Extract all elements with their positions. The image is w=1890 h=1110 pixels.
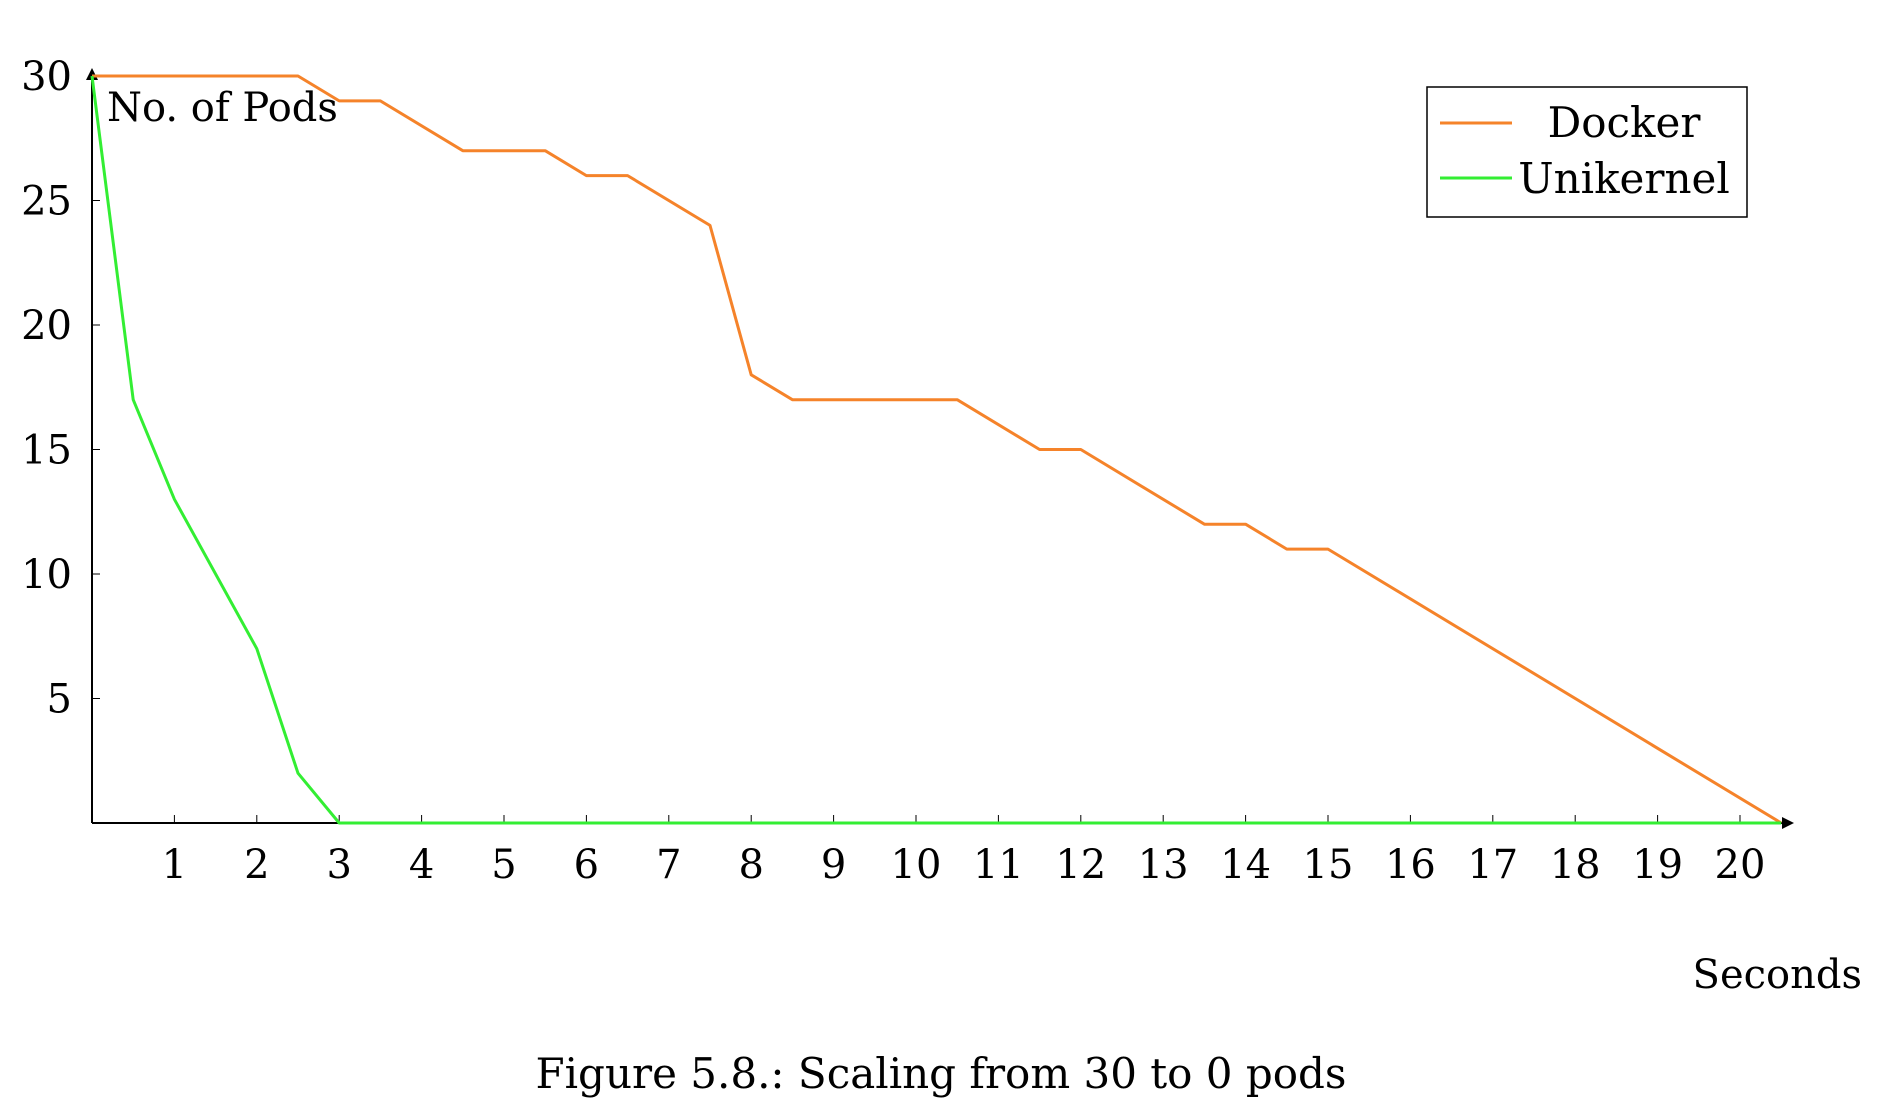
legend: Docker Unikernel <box>1426 86 1748 218</box>
x-tick-label: 3 <box>326 842 351 888</box>
figure-caption: Figure 5.8.: Scaling from 30 to 0 pods <box>535 1049 1346 1098</box>
x-tick-label: 8 <box>738 842 763 888</box>
x-tick-label: 13 <box>1138 842 1189 888</box>
y-tick-label: 25 <box>21 179 72 225</box>
x-axis-title: Seconds <box>1693 952 1862 998</box>
x-tick-label: 12 <box>1055 842 1106 888</box>
x-tick-label: 11 <box>973 842 1024 888</box>
legend-label-docker: Docker <box>1548 98 1702 147</box>
x-tick-label: 1 <box>162 842 187 888</box>
x-tick-label: 17 <box>1467 842 1518 888</box>
legend-label-unikernel: Unikernel <box>1518 154 1730 203</box>
series-line-unikernel <box>90 75 1782 825</box>
series-line-docker <box>92 74 1782 825</box>
x-tick-label: 18 <box>1550 842 1601 888</box>
x-tick-label: 20 <box>1715 842 1766 888</box>
x-axis-arrow <box>1782 817 1794 829</box>
y-ticks: 5 10 15 20 25 30 <box>21 54 100 723</box>
x-tick-label: 19 <box>1632 842 1683 888</box>
x-tick-label: 15 <box>1303 842 1354 888</box>
x-tick-label: 10 <box>891 842 942 888</box>
x-ticks: 1 2 3 4 5 6 7 8 9 10 11 12 13 14 15 16 17 18 19 20 <box>162 815 1766 888</box>
x-tick-label: 14 <box>1220 842 1271 888</box>
y-tick-label: 30 <box>21 54 72 100</box>
x-tick-label: 6 <box>574 842 599 888</box>
y-tick-label: 20 <box>21 303 72 349</box>
x-tick-label: 2 <box>244 842 269 888</box>
x-tick-label: 7 <box>656 842 681 888</box>
x-tick-label: 5 <box>491 842 516 888</box>
legend-box <box>1426 86 1748 218</box>
x-tick-label: 16 <box>1385 842 1436 888</box>
y-tick-label: 15 <box>21 428 72 474</box>
y-tick-label: 5 <box>47 677 72 723</box>
y-axis-title: No. of Pods <box>107 85 338 131</box>
x-tick-label: 4 <box>409 842 434 888</box>
series-layer <box>90 74 1782 825</box>
x-tick-label: 9 <box>821 842 846 888</box>
y-tick-label: 10 <box>21 552 72 598</box>
